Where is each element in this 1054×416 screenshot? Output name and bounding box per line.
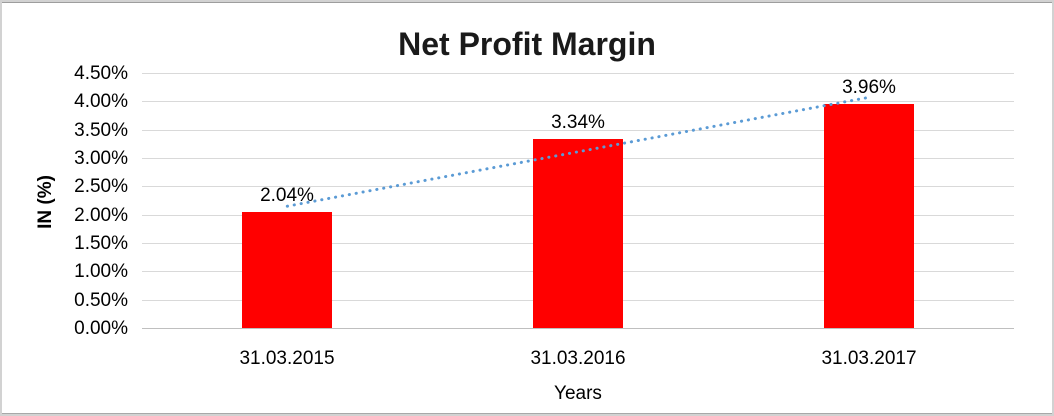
- x-tick-label: 31.03.2015: [239, 348, 335, 369]
- gridline: [142, 73, 1014, 74]
- chart-title: Net Profit Margin: [398, 26, 656, 62]
- y-tick-label: 3.00%: [74, 148, 128, 169]
- data-label: 3.96%: [842, 77, 896, 98]
- data-label: 2.04%: [260, 185, 314, 206]
- gridline: [142, 101, 1014, 102]
- y-tick-label: 3.50%: [74, 120, 128, 141]
- y-tick-label: 2.00%: [74, 205, 128, 226]
- data-label: 3.34%: [551, 112, 605, 133]
- y-tick-label: 2.50%: [74, 176, 128, 197]
- x-axis-title: Years: [554, 383, 602, 404]
- plot-area: 2.04% 3.34% 3.96%: [142, 73, 1014, 329]
- y-tick-label: 0.00%: [74, 318, 128, 339]
- bar-31.03.2016: [533, 139, 623, 328]
- bar-31.03.2017: [824, 104, 914, 328]
- y-tick-label: 1.50%: [74, 233, 128, 254]
- x-tick-label: 31.03.2016: [530, 348, 626, 369]
- y-tick-label: 4.00%: [74, 91, 128, 112]
- y-axis-tick-labels: 0.00% 0.50% 1.00% 1.50% 2.00% 2.50% 3.00% 3.50%…: [2, 2, 128, 414]
- y-tick-label: 4.50%: [74, 63, 128, 84]
- y-tick-label: 1.00%: [74, 261, 128, 282]
- bar-31.03.2015: [242, 212, 332, 328]
- gridline: [142, 328, 1014, 329]
- x-tick-label: 31.03.2017: [821, 348, 917, 369]
- y-tick-label: 0.50%: [74, 290, 128, 311]
